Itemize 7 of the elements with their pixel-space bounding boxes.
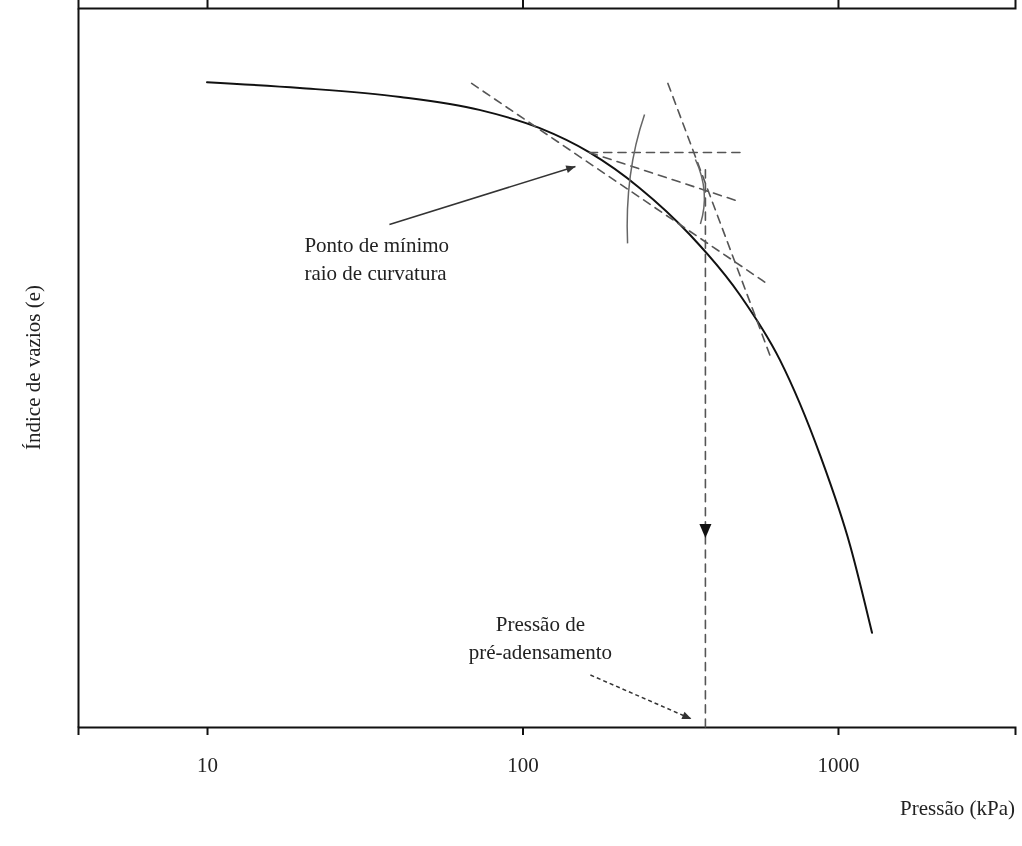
x-tick-label: 100 [507,752,539,777]
x-tick-label: 10 [197,752,219,777]
x-axis-title: Pressão (kPa) [900,796,1015,820]
x-tick-label: 1000 [817,752,860,777]
y-axis-title: Índice de vazios (e) [21,285,45,450]
annotation: Pressão de pré-adensamento [468,612,613,664]
annotation: Ponto de mínimo raio de curvatura [304,233,450,286]
